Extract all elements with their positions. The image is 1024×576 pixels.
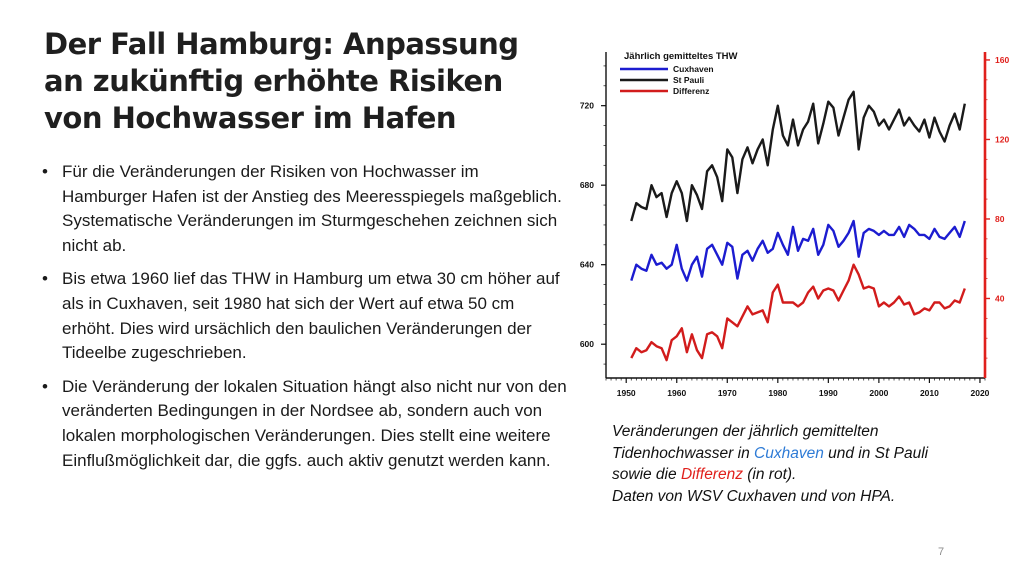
caption-highlight-cuxhaven: Cuxhaven [754, 444, 824, 462]
y-right-tick-label: 160 [995, 55, 1009, 65]
bullet-list: • Für die Veränderungen der Risiken von … [42, 160, 567, 482]
title-line-3: von Hochwasser im Hafen [44, 101, 457, 135]
caption-text: (in rot). [742, 466, 797, 483]
caption-line-1: Veränderungen der jährlich gemittelten [612, 423, 879, 440]
x-tick-label: 1970 [718, 388, 737, 398]
bullet-marker: • [42, 376, 48, 396]
series-differenz-line [630, 263, 966, 362]
bullet-text-1: Für die Veränderungen der Risiken von Ho… [62, 162, 562, 255]
title-line-1: Der Fall Hamburg: Anpassung [44, 27, 519, 61]
x-tick-label: 2010 [920, 388, 939, 398]
chart-title: Jährlich gemitteltes THW [624, 51, 738, 62]
y-left-tick-label: 600 [580, 339, 594, 349]
bullet-text-2: Bis etwa 1960 lief das THW in Hamburg um… [62, 269, 560, 363]
slide-title: Der Fall Hamburg: Anpassung an zukünftig… [44, 26, 564, 137]
caption-line-4: Daten von WSV Cuxhaven und von HPA. [612, 487, 896, 505]
y-right-tick-label: 120 [995, 134, 1009, 144]
caption-text: Tidenhochwasser in [612, 444, 755, 462]
bullet-item-2: • Bis etwa 1960 lief das THW in Hamburg … [42, 267, 567, 365]
caption-highlight-differenz: Differenz [680, 466, 743, 483]
legend-label: Cuxhaven [673, 64, 714, 74]
legend-label: Differenz [673, 86, 709, 96]
bullet-marker: • [42, 269, 48, 289]
y-right-tick-label: 40 [995, 293, 1005, 303]
page-number: 7 [938, 546, 945, 558]
chart-series [630, 90, 966, 362]
y-right-tick-label: 80 [995, 214, 1005, 224]
caption-text: sowie die [612, 466, 681, 483]
chart-axes: 1950 1960 1970 1980 1990 2000 2010 2020 600 640 68… [580, 52, 1009, 398]
chart-caption: Veränderungen der jährlich gemittelten T… [612, 421, 1012, 507]
caption-line-3: sowie die Differenz (in rot). [612, 464, 1012, 486]
y-left-tick-label: 720 [580, 101, 594, 111]
series-st-pauli-line [630, 90, 966, 223]
x-tick-label: 1960 [667, 388, 686, 398]
bullet-item-1: • Für die Veränderungen der Risiken von … [42, 160, 567, 258]
legend-label: St Pauli [673, 75, 704, 85]
x-tick-label: 2020 [970, 388, 989, 398]
thw-line-chart: 1950 1960 1970 1980 1990 2000 2010 2020 600 640 68… [580, 51, 1010, 398]
x-tick-label: 1990 [819, 388, 838, 398]
bullet-text-3: Die Veränderung der lokalen Situation hä… [62, 376, 567, 470]
y-left-tick-label: 640 [580, 260, 594, 270]
bullet-item-3: • Die Veränderung der lokalen Situation … [42, 375, 567, 473]
bullet-marker: • [42, 162, 48, 181]
title-line-2: an zukünftig erhöhte Risiken [44, 64, 503, 98]
x-tick-label: 1980 [768, 388, 787, 398]
caption-line-2: Tidenhochwasser in Cuxhaven und in St Pa… [612, 443, 1012, 465]
x-tick-label: 2000 [869, 388, 888, 398]
caption-text: und in St Pauli [823, 444, 929, 462]
series-cuxhaven-line [630, 219, 966, 282]
x-tick-label: 1950 [617, 388, 636, 398]
y-left-tick-label: 680 [580, 180, 594, 190]
